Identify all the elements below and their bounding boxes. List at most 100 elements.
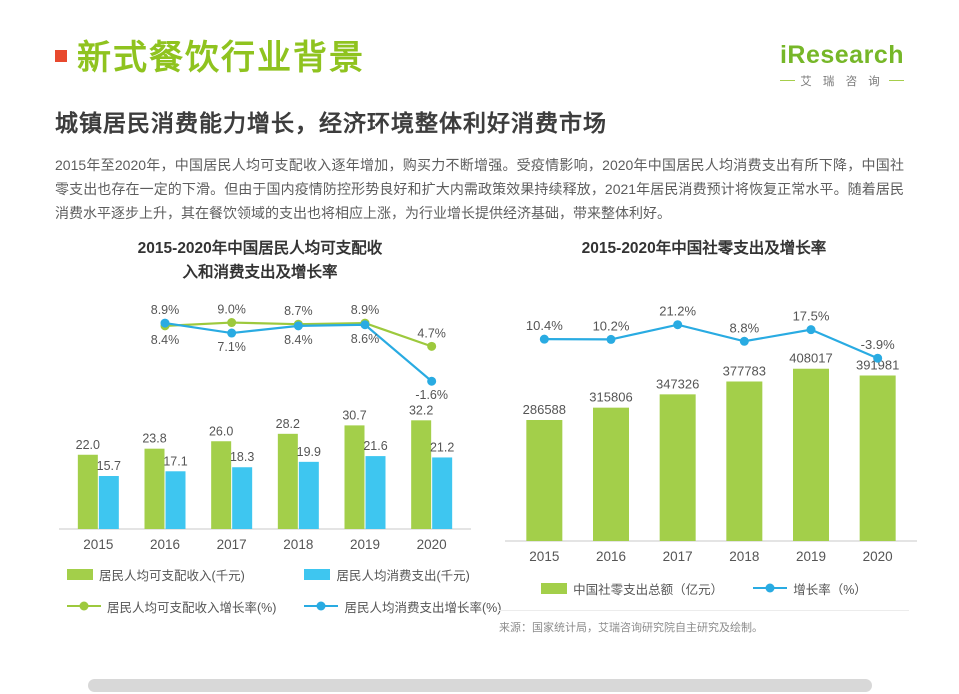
line-point-label: 8.7% xyxy=(284,304,313,318)
chart-legend-retail: 中国社零支出总额（亿元） 增长率（%） xyxy=(499,579,909,598)
bar-value-label: 22.0 xyxy=(76,438,100,452)
legend-label: 居民人均消费支出(千元) xyxy=(336,568,470,583)
bar xyxy=(659,394,696,541)
line-point-label: -3.9% xyxy=(861,337,895,352)
line-point-label: 17.5% xyxy=(793,308,830,323)
legend-bar-swatch xyxy=(304,568,331,580)
line-point xyxy=(806,324,816,334)
bar-value-label: 30.7 xyxy=(342,408,366,422)
bar xyxy=(344,425,365,529)
x-axis-tick-label: 2018 xyxy=(283,537,313,552)
bar-value-label: 21.2 xyxy=(430,440,454,454)
line-point xyxy=(539,334,549,344)
legend-line-swatch xyxy=(67,601,101,611)
line-point xyxy=(293,321,303,331)
legend-label: 中国社零支出总额（亿元） xyxy=(573,582,724,597)
legend-line-dot xyxy=(79,601,89,611)
legend-item: 中国社零支出总额（亿元） xyxy=(541,579,723,598)
legend-line-swatch xyxy=(304,601,339,611)
line-point-label: 8.4% xyxy=(151,333,180,347)
retail-spending-chart: 286588 315806 347326 377783 408017 391981 10.4… xyxy=(505,303,917,564)
bar-value-label: 21.6 xyxy=(363,439,387,453)
chart-title-income: 2015-2020年中国居民人均可支配收 入和消费支出及增长率 xyxy=(55,237,465,285)
line-point xyxy=(227,317,237,327)
legend-line-swatch xyxy=(753,583,788,593)
charts-row: 2015-2020年中国居民人均可支配收 入和消费支出及增长率 22.0 23.8… xyxy=(0,237,959,635)
line-point xyxy=(873,353,883,363)
bar-value-label: 391981 xyxy=(856,357,899,372)
line-point xyxy=(606,334,616,344)
line-point-label: 10.4% xyxy=(526,318,563,333)
bar-value-label: 32.2 xyxy=(409,403,433,417)
legend-item: 居民人均可支配收入增长率(%) xyxy=(67,597,276,616)
legend-bar-swatch xyxy=(541,582,568,594)
logo-wordmark: iResearch xyxy=(779,41,904,69)
line-point-label: 10.2% xyxy=(593,318,630,333)
bar xyxy=(432,457,453,529)
legend-line-dot xyxy=(316,601,326,611)
slide-stack-edge xyxy=(88,679,872,692)
legend-item: 居民人均消费支出(千元) xyxy=(304,565,501,584)
bar-value-label: 26.0 xyxy=(209,424,233,438)
chart-title-line: 2015-2020年中国居民人均可支配收 xyxy=(137,239,383,257)
bar xyxy=(365,455,386,529)
page-title: 新式餐饮行业背景 xyxy=(77,39,365,77)
line-point-label: 8.8% xyxy=(730,320,760,335)
chart-block-retail: 2015-2020年中国社零支出及增长率 286588 315806 347326 3… xyxy=(499,237,917,635)
legend-label: 居民人均可支配收入增长率(%) xyxy=(107,600,277,615)
bar-value-label: 18.3 xyxy=(230,450,254,464)
x-axis-tick-label: 2018 xyxy=(729,549,759,564)
legend-item: 居民人均可支配收入(千元) xyxy=(67,565,276,584)
line-point xyxy=(427,376,437,386)
legend-line-dot xyxy=(765,583,775,593)
line-point-label: 8.4% xyxy=(284,333,313,347)
line-point xyxy=(227,328,237,338)
x-axis-tick-label: 2015 xyxy=(529,549,559,564)
line-point-label: 4.7% xyxy=(417,326,446,340)
title-group: 新式餐饮行业背景 xyxy=(55,39,365,77)
line-point-label: 21.2% xyxy=(659,303,696,318)
line-point-label: 8.9% xyxy=(151,303,180,317)
bar xyxy=(526,419,563,541)
bar-value-label: 286588 xyxy=(523,402,566,417)
page-header: 新式餐饮行业背景 iResearch 艾 瑞 咨 询 xyxy=(0,0,959,89)
line-point xyxy=(739,336,749,346)
x-axis-tick-label: 2020 xyxy=(417,537,447,552)
bar xyxy=(411,420,432,529)
section-subtitle: 城镇居民消费能力增长，经济环境整体利好消费市场 xyxy=(55,109,607,136)
bar xyxy=(277,433,298,529)
chart-title-retail: 2015-2020年中国社零支出及增长率 xyxy=(581,239,827,257)
line-point-label: -1.6% xyxy=(415,388,448,402)
legend-label: 居民人均消费支出增长率(%) xyxy=(344,600,502,615)
income-expenditure-chart: 22.0 23.8 26.0 28.2 30.7 32.2 15.7 17.1 18.3 19.9… xyxy=(59,302,471,552)
logo-caption-text: 艾 瑞 咨 询 xyxy=(800,75,884,88)
bar xyxy=(98,475,119,529)
bar xyxy=(793,368,829,541)
line-point-label: 9.0% xyxy=(217,302,246,316)
body-paragraph: 2015年至2020年，中国居民人均可支配收入逐年增加，购买力不断增强。受疫情影… xyxy=(55,156,904,221)
line-point-label: 7.1% xyxy=(217,340,246,354)
trend-line xyxy=(544,323,879,359)
bar-value-label: 315806 xyxy=(589,389,632,404)
chart-title-line: 入和消费支出及增长率 xyxy=(182,263,338,281)
line-point xyxy=(673,319,683,329)
chart-block-income: 2015-2020年中国居民人均可支配收 入和消费支出及增长率 22.0 23.8… xyxy=(55,237,501,635)
line-point xyxy=(360,320,370,330)
legend-item: 居民人均消费支出增长率(%) xyxy=(304,597,501,616)
line-point xyxy=(427,341,437,351)
x-axis-tick-label: 2017 xyxy=(217,537,247,552)
source-note: 来源：国家统计局，艾瑞咨询研究院自主研究及绘制。 xyxy=(499,609,909,635)
x-axis-tick-label: 2020 xyxy=(863,549,893,564)
bar-value-label: 347326 xyxy=(656,376,699,391)
bar xyxy=(232,467,253,529)
legend-item: 增长率（%） xyxy=(753,579,867,598)
bar-value-label: 377783 xyxy=(723,363,766,378)
line-point-label: 8.6% xyxy=(351,332,380,346)
bar-value-label: 23.8 xyxy=(142,431,166,445)
bar-value-label: 28.2 xyxy=(276,417,300,431)
legend-label: 居民人均可支配收入(千元) xyxy=(99,568,245,583)
x-axis-tick-label: 2019 xyxy=(350,537,380,552)
line-point xyxy=(160,318,170,328)
bar-value-label: 408017 xyxy=(789,350,832,365)
bar-value-label: 17.1 xyxy=(163,454,187,468)
